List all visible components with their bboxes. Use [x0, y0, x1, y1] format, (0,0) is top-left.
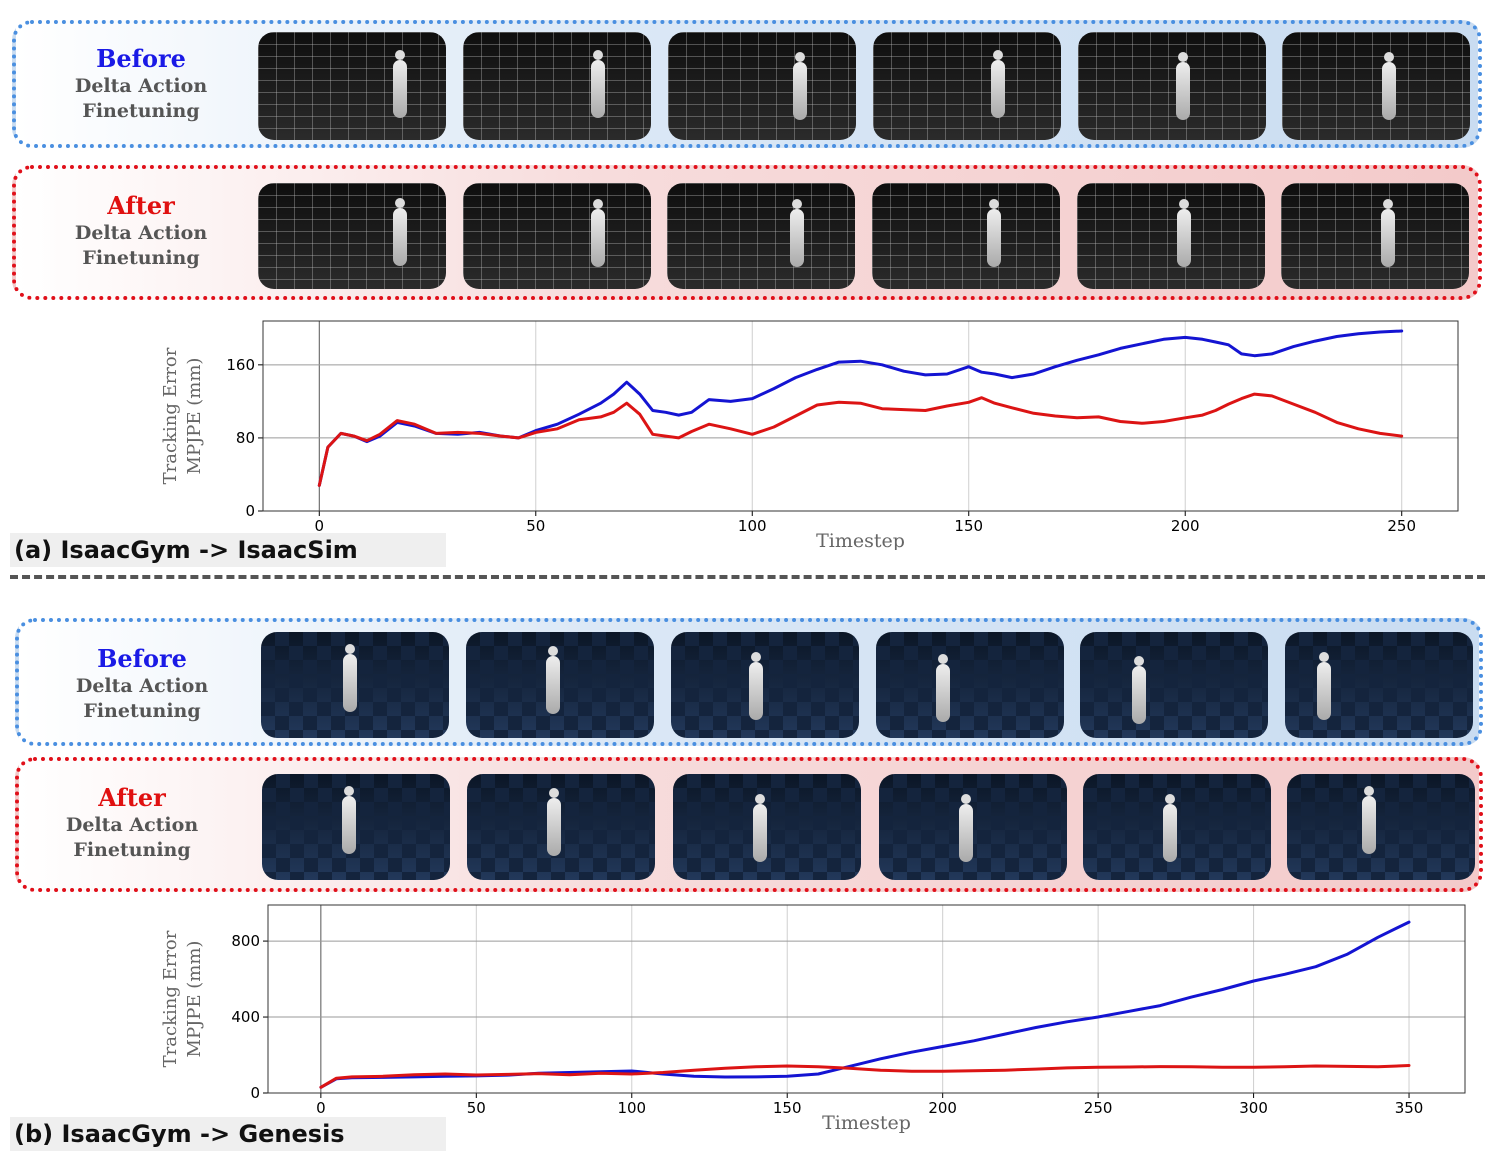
- series-line-before: [317, 329, 1404, 487]
- x-tick-label: 100: [617, 1099, 646, 1117]
- x-tick-label: 50: [526, 517, 545, 535]
- series-line-after: [317, 392, 1404, 487]
- before-line1: Delta Action: [75, 675, 209, 697]
- x-axis-title: Timestep: [822, 1112, 911, 1134]
- panel-a-after-label: After Delta Action Finetuning: [56, 191, 226, 271]
- x-tick-label: 300: [1239, 1099, 1268, 1117]
- panel-a-before-label: Before Delta Action Finetuning: [56, 44, 226, 124]
- sim-frame: [1287, 774, 1475, 880]
- x-tick-label: 350: [1395, 1099, 1424, 1117]
- sim-frame: [466, 632, 654, 738]
- sim-frame: [1078, 32, 1266, 140]
- y-axis-title-line1: Tracking Error: [160, 930, 181, 1067]
- sim-frame: [879, 774, 1067, 880]
- x-tick-label: 100: [738, 517, 767, 535]
- y-axis-title-line1: Tracking Error: [160, 347, 181, 484]
- chart-a: 0 50 100 150 200 250 0 80 160 Timestep Tracking Er…: [160, 320, 1459, 550]
- after-line2: Finetuning: [73, 839, 191, 861]
- sim-frame: [873, 32, 1061, 140]
- section-label-a: (a) IsaacGym -> IsaacSim: [10, 533, 446, 567]
- sim-frame: [673, 774, 861, 880]
- y-tick-label: 0: [250, 1084, 260, 1102]
- y-tick-label: 0: [245, 502, 255, 520]
- y-tick-label: 80: [236, 429, 255, 447]
- panel-a-before: Before Delta Action Finetuning: [12, 20, 1482, 148]
- section-label-b: (b) IsaacGym -> Genesis: [10, 1117, 446, 1151]
- series-line-before: [319, 920, 1411, 1089]
- y-tick-label: 400: [231, 1008, 260, 1026]
- sim-frame: [1083, 774, 1271, 880]
- sim-frame: [258, 32, 446, 140]
- x-tick-label: 150: [773, 1099, 802, 1117]
- before-line2: Finetuning: [82, 100, 200, 122]
- before-line2: Finetuning: [83, 700, 201, 722]
- x-tick-label: 250: [1387, 517, 1416, 535]
- x-tick-label: 150: [954, 517, 983, 535]
- x-tick-label: 0: [316, 1099, 326, 1117]
- sim-frame: [1080, 632, 1268, 738]
- sim-frame: [1282, 32, 1470, 140]
- chart-b: 0 50 100 150 200 250 300 350 0 400 800 Timestep Trac…: [160, 904, 1466, 1134]
- plot-frame: [267, 904, 1466, 1094]
- before-line1: Delta Action: [74, 75, 208, 97]
- sim-frame: [668, 32, 856, 140]
- after-title: After: [107, 191, 175, 220]
- x-tick-label: 200: [1171, 517, 1200, 535]
- y-axis-title-line2: MPJPE (mm): [184, 358, 205, 475]
- sim-frame: [1077, 183, 1265, 289]
- after-title: After: [98, 783, 166, 812]
- sim-frame: [463, 32, 651, 140]
- sim-frame: [262, 774, 450, 880]
- sim-frame: [1281, 183, 1469, 289]
- panel-b-after-label: After Delta Action Finetuning: [47, 783, 217, 863]
- sim-frame: [671, 632, 859, 738]
- panel-b-before: Before Delta Action Finetuning: [15, 618, 1483, 746]
- before-title: Before: [97, 644, 187, 673]
- panel-a-after: After Delta Action Finetuning: [12, 165, 1482, 300]
- x-axis-title: Timestep: [816, 530, 905, 550]
- sim-frame: [1285, 632, 1473, 738]
- panel-b-after: After Delta Action Finetuning: [15, 757, 1483, 892]
- y-axis-title-line2: MPJPE (mm): [184, 941, 205, 1058]
- sim-frame: [463, 183, 651, 289]
- x-tick-label: 200: [928, 1099, 957, 1117]
- after-line2: Finetuning: [82, 247, 200, 269]
- sim-frame: [872, 183, 1060, 289]
- y-tick-label: 800: [231, 932, 260, 950]
- sim-frame: [876, 632, 1064, 738]
- x-tick-label: 0: [315, 517, 325, 535]
- y-tick-label: 160: [226, 356, 255, 374]
- plot-frame: [262, 320, 1459, 512]
- series-line-after: [319, 1064, 1411, 1089]
- after-line1: Delta Action: [65, 814, 199, 836]
- after-line1: Delta Action: [74, 222, 208, 244]
- x-tick-label: 50: [467, 1099, 486, 1117]
- before-title: Before: [96, 44, 186, 73]
- section-divider: [10, 575, 1485, 579]
- panel-b-before-label: Before Delta Action Finetuning: [57, 644, 227, 724]
- sim-frame: [261, 632, 449, 738]
- sim-frame: [258, 183, 446, 289]
- x-tick-label: 250: [1084, 1099, 1113, 1117]
- sim-frame: [467, 774, 655, 880]
- sim-frame: [667, 183, 855, 289]
